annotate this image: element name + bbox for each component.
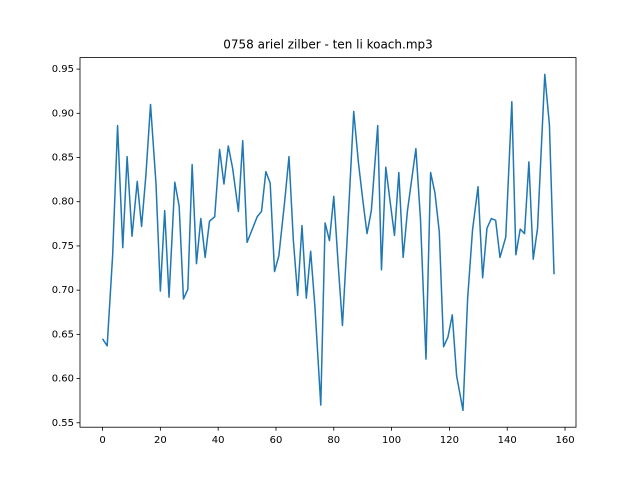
y-tick-label: 0.55 — [52, 418, 74, 429]
x-tick-label: 140 — [498, 435, 517, 446]
y-tick-label: 0.65 — [52, 329, 74, 340]
y-tick-label: 0.75 — [52, 241, 74, 252]
x-tick-label: 60 — [270, 435, 283, 446]
chart-title: 0758 ariel zilber - ten li koach.mp3 — [223, 38, 433, 52]
x-tick-label: 120 — [440, 435, 459, 446]
x-tick-label: 0 — [99, 435, 105, 446]
x-tick-label: 20 — [154, 435, 167, 446]
y-tick-label: 0.95 — [52, 64, 74, 75]
y-tick-label: 0.90 — [52, 108, 74, 119]
y-tick-label: 0.60 — [52, 374, 74, 385]
x-tick-label: 100 — [382, 435, 401, 446]
x-tick-label: 40 — [212, 435, 225, 446]
y-tick-label: 0.80 — [52, 197, 74, 208]
line-series — [101, 73, 555, 412]
y-tick-label: 0.70 — [52, 285, 74, 296]
x-tick-label: 80 — [327, 435, 340, 446]
plot-frame — [79, 57, 577, 428]
y-tick-label: 0.85 — [52, 153, 74, 164]
x-tick-label: 160 — [555, 435, 574, 446]
